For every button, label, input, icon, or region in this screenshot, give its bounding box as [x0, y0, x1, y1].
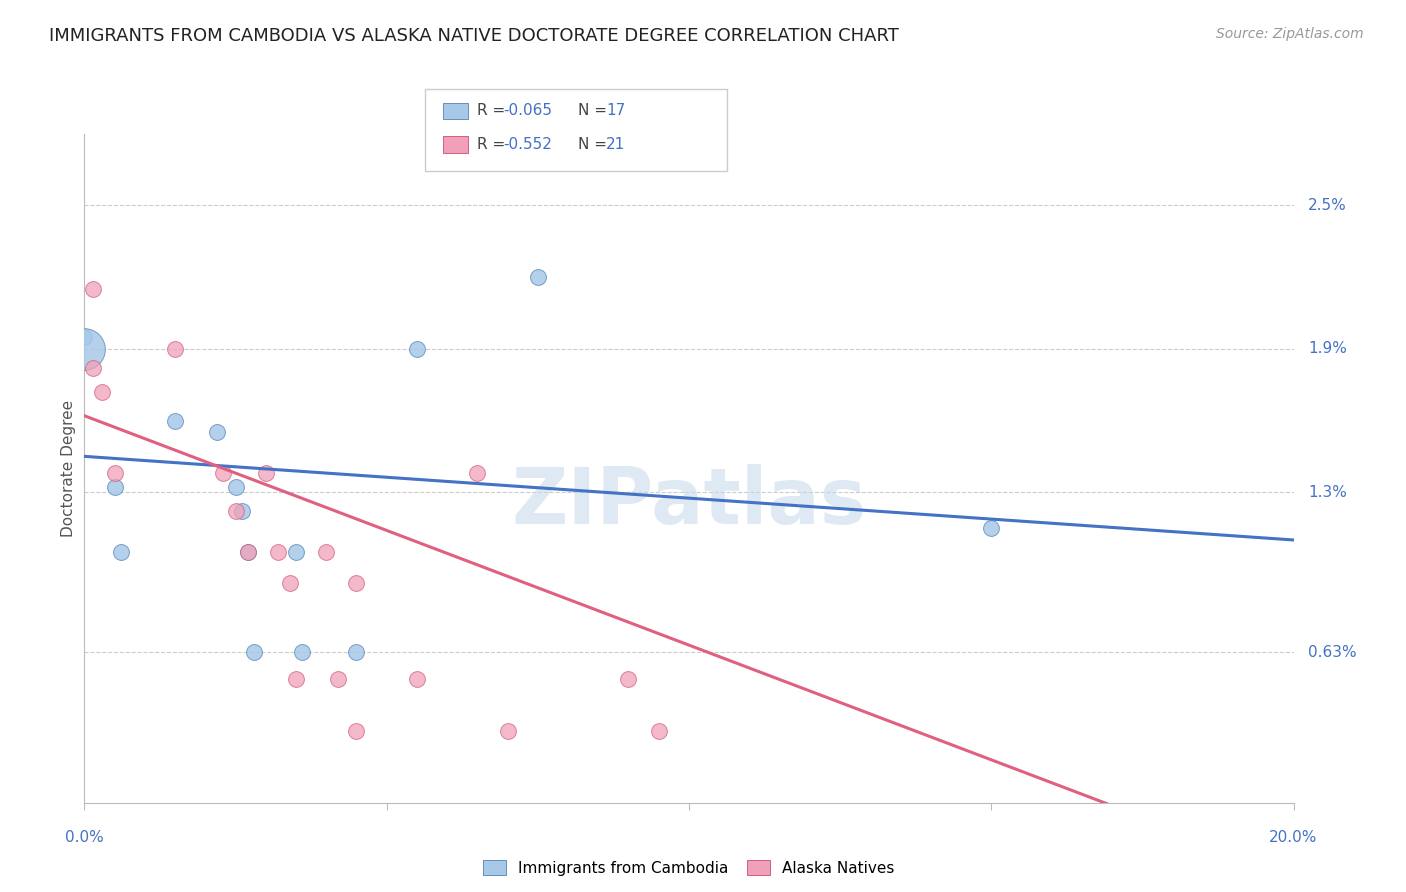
Point [346, 724, 368, 739]
Text: 0.63%: 0.63% [1308, 645, 1357, 660]
Point [527, 270, 550, 285]
Point [242, 645, 264, 659]
Point [617, 672, 640, 686]
Text: -0.065: -0.065 [503, 103, 553, 118]
Point [212, 466, 235, 480]
Point [284, 545, 308, 559]
Point [82, 282, 104, 296]
Text: 0.0%: 0.0% [65, 830, 104, 845]
Point [315, 545, 337, 559]
Text: N =: N = [578, 137, 612, 152]
Point [406, 342, 429, 356]
Text: R =: R = [477, 103, 510, 118]
Point [496, 724, 519, 739]
Text: 21: 21 [606, 137, 626, 152]
Text: 2.5%: 2.5% [1308, 198, 1347, 213]
Point [284, 672, 308, 686]
Point [165, 413, 187, 427]
Text: 1.3%: 1.3% [1308, 484, 1347, 500]
Point [328, 672, 350, 686]
Text: Source: ZipAtlas.com: Source: ZipAtlas.com [1216, 27, 1364, 41]
Point [236, 545, 259, 559]
Point [267, 545, 290, 559]
Point [647, 724, 671, 739]
Point [104, 480, 127, 494]
Point [346, 576, 368, 591]
Point [104, 466, 127, 480]
Y-axis label: Doctorate Degree: Doctorate Degree [60, 400, 76, 537]
Point [73, 330, 96, 344]
Text: -0.552: -0.552 [503, 137, 553, 152]
Point [225, 480, 247, 494]
Point [291, 645, 314, 659]
Point [236, 545, 259, 559]
Point [165, 342, 187, 356]
Text: N =: N = [578, 103, 612, 118]
Text: IMMIGRANTS FROM CAMBODIA VS ALASKA NATIVE DOCTORATE DEGREE CORRELATION CHART: IMMIGRANTS FROM CAMBODIA VS ALASKA NATIV… [49, 27, 898, 45]
Text: 1.9%: 1.9% [1308, 342, 1347, 356]
Point [110, 545, 132, 559]
Point [82, 361, 104, 376]
Point [73, 342, 96, 356]
Point [346, 645, 368, 659]
Text: 17: 17 [606, 103, 626, 118]
Point [225, 504, 247, 518]
Point [231, 504, 253, 518]
Text: R =: R = [477, 137, 510, 152]
Text: ZIPatlas: ZIPatlas [512, 464, 866, 540]
Point [467, 466, 489, 480]
Point [254, 466, 277, 480]
Point [406, 672, 429, 686]
Text: 20.0%: 20.0% [1270, 830, 1317, 845]
Point [91, 384, 114, 399]
Point [207, 425, 229, 440]
Point [278, 576, 301, 591]
Point [980, 521, 1002, 535]
Legend: Immigrants from Cambodia, Alaska Natives: Immigrants from Cambodia, Alaska Natives [477, 855, 901, 882]
